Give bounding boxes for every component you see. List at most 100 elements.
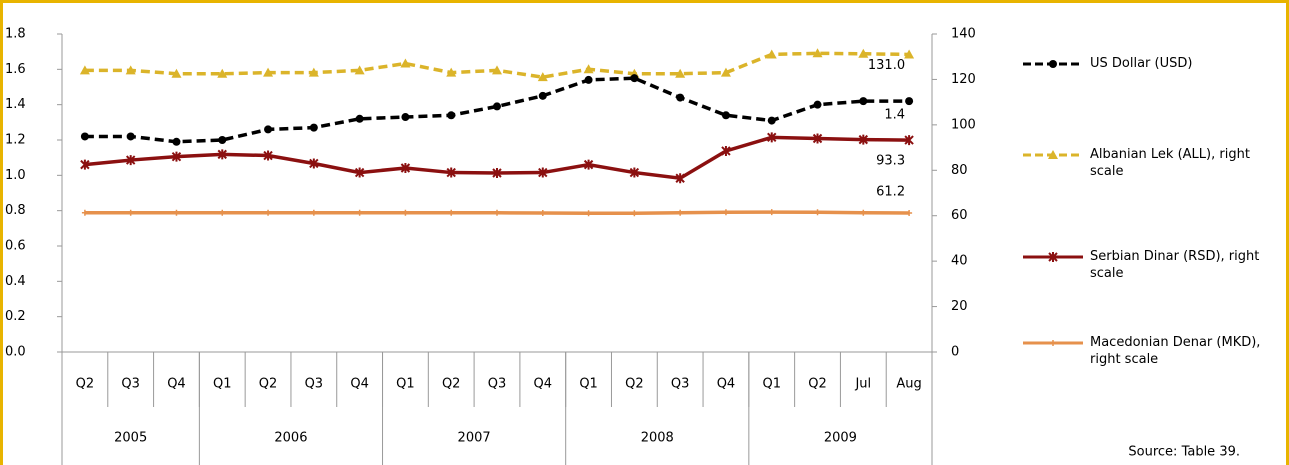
point (355, 114, 364, 123)
y2-tick-label: 20 (951, 299, 968, 314)
point (767, 132, 777, 143)
point (310, 209, 317, 216)
point (538, 91, 547, 100)
point (537, 72, 548, 82)
x-group-label: 2009 (824, 431, 857, 446)
point (171, 68, 182, 78)
point (218, 136, 227, 144)
point (492, 65, 502, 75)
point (904, 135, 914, 146)
data-label: 93.3 (876, 154, 905, 169)
x-tick-label: Q2 (76, 377, 95, 392)
point (447, 111, 456, 120)
y-tick-label: 0.6 (5, 239, 26, 254)
point (356, 209, 363, 216)
legend-label: Macedonian Denar (MKD), right scale (1090, 335, 1261, 367)
y2-tick-label: 80 (951, 163, 968, 178)
point (812, 133, 823, 144)
point (812, 48, 823, 58)
point (814, 209, 821, 216)
point (171, 151, 182, 162)
y2-tick-label: 0 (951, 345, 959, 360)
point (860, 209, 867, 216)
y2-tick-label: 100 (951, 117, 976, 132)
point (81, 209, 88, 216)
x-tick-label: Q1 (579, 377, 598, 392)
point (767, 116, 776, 125)
legend-label: Serbian Dinar (RSD), right scale (1090, 249, 1260, 281)
y-tick-label: 1.0 (5, 168, 26, 183)
x-group-label: 2007 (458, 431, 491, 446)
point (125, 65, 136, 75)
point (400, 58, 411, 68)
point (79, 65, 90, 75)
x-tick-label: Q1 (762, 377, 781, 392)
point (1048, 252, 1058, 262)
y-tick-label: 1.2 (5, 133, 26, 148)
legend-label: US Dollar (USD) (1090, 56, 1193, 71)
point (1049, 60, 1057, 68)
point (630, 74, 639, 83)
point (676, 93, 685, 102)
x-tick-label: Q2 (442, 377, 461, 392)
y-tick-label: 1.8 (5, 27, 26, 42)
point (720, 67, 731, 77)
point (217, 68, 228, 78)
point (80, 159, 90, 170)
x-tick-label: Q2 (625, 377, 644, 392)
x-tick-label: Q1 (396, 377, 415, 392)
point (859, 97, 868, 106)
point (1050, 340, 1056, 346)
point (858, 48, 869, 58)
point (402, 209, 409, 216)
point (584, 75, 593, 84)
y2-tick-label: 120 (951, 72, 976, 87)
point (492, 168, 502, 179)
point (813, 100, 822, 109)
y-tick-label: 0.0 (5, 345, 26, 360)
point (493, 102, 501, 111)
x-tick-label: Q3 (121, 377, 140, 392)
point (677, 209, 684, 216)
point (722, 209, 729, 216)
point (905, 97, 914, 106)
point (401, 113, 410, 122)
x-tick-label: Q4 (534, 377, 553, 392)
point (265, 209, 272, 216)
y2-tick-label: 60 (951, 208, 968, 223)
chart: Source: Table 39. 0.0 0.2 0.4 0.6 0.8 1.0 1.2 1… (5, 27, 1240, 465)
y-tick-label: 1.6 (5, 62, 26, 77)
source-note: Source: Table 39. (1128, 445, 1240, 460)
x-group-label: 2005 (114, 431, 147, 446)
point (494, 209, 500, 216)
point (675, 173, 685, 184)
point (219, 209, 226, 216)
point (354, 65, 365, 75)
x-tick-label: Q3 (488, 377, 507, 392)
point (125, 155, 136, 166)
point (446, 167, 456, 178)
x-group-label: 2006 (274, 431, 307, 446)
x-tick-label: Q2 (259, 377, 278, 392)
point (80, 132, 89, 141)
point (400, 163, 411, 174)
point (217, 149, 227, 160)
point (768, 209, 775, 216)
point (448, 209, 455, 216)
point (906, 209, 913, 216)
point (127, 209, 134, 216)
point (675, 68, 686, 78)
point (766, 49, 777, 59)
point (308, 67, 319, 77)
x-group-label: 2008 (641, 431, 674, 446)
point (585, 210, 592, 217)
point (539, 209, 546, 216)
y2-tick-label: 140 (951, 27, 976, 42)
point (172, 137, 181, 146)
point (1048, 150, 1058, 159)
point (446, 67, 457, 77)
point (126, 132, 135, 141)
data-label: 61.2 (876, 184, 905, 199)
point (721, 111, 730, 120)
